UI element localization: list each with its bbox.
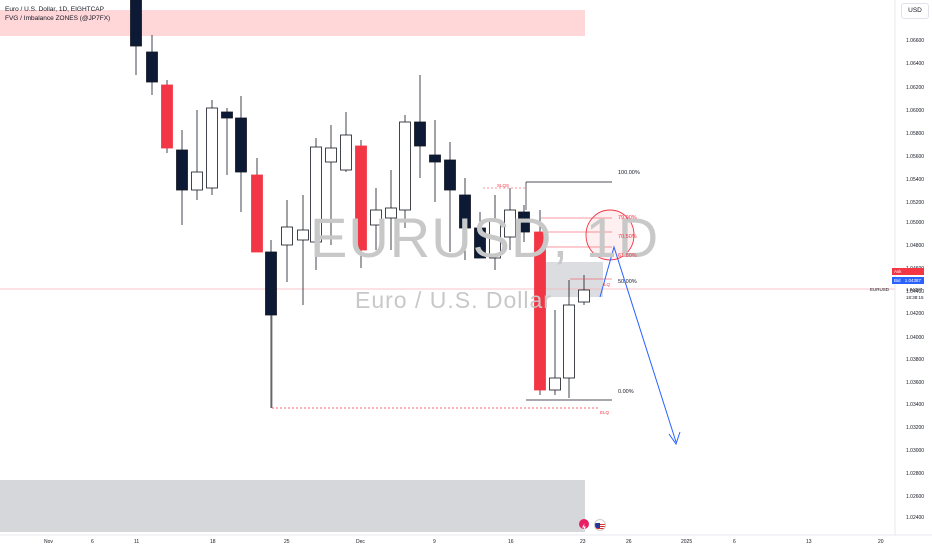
- fvg-zone-mid: [541, 262, 603, 297]
- time-tick-label: 20: [878, 539, 884, 545]
- time-tick-label: 2025: [681, 539, 693, 545]
- price-tick-label: 1.02400: [906, 515, 925, 521]
- candle-bearish[interactable]: [176, 149, 188, 191]
- price-tick-label: 1.06000: [906, 108, 925, 114]
- fvg-zone-top: [0, 10, 585, 36]
- fvg-zone-bottom: [0, 480, 585, 532]
- candle-bearish[interactable]: [161, 84, 173, 149]
- candle-bullish[interactable]: [549, 377, 561, 391]
- price-tick-label: 1.04400: [906, 289, 925, 295]
- candle-bearish[interactable]: [146, 51, 158, 83]
- price-tick-label: 1.05400: [906, 177, 925, 183]
- currency-button[interactable]: USD: [901, 3, 929, 19]
- projection-path[interactable]: [599, 245, 677, 443]
- candles-group: [130, 0, 590, 408]
- marker-sl: SLQS: [497, 183, 510, 188]
- bid-value: 1.04387: [904, 278, 922, 283]
- price-tick-label: 1.03800: [906, 357, 925, 363]
- candle-bearish[interactable]: [429, 154, 441, 163]
- candle-bearish[interactable]: [235, 117, 247, 173]
- price-tick-label: 1.03400: [906, 402, 925, 408]
- time-tick-label: Dec: [356, 539, 365, 545]
- candle-bullish[interactable]: [310, 146, 322, 243]
- current-price: 1.04387: [906, 287, 923, 292]
- candle-bullish[interactable]: [578, 289, 590, 303]
- countdown: 18:38:15: [906, 295, 924, 300]
- fib-label-0: 0.00%: [618, 389, 634, 395]
- price-tick-label: 1.06400: [906, 61, 925, 67]
- us-flag-icon[interactable]: [594, 519, 606, 531]
- candle-bearish[interactable]: [518, 211, 530, 233]
- candle-bullish[interactable]: [370, 209, 382, 226]
- lightning-icon[interactable]: [579, 519, 589, 531]
- candle-bearish[interactable]: [474, 227, 486, 259]
- ask-label: Ask: [894, 269, 902, 274]
- candle-bullish[interactable]: [297, 229, 309, 241]
- ask-tag: Ask 1.04398: [892, 268, 924, 281]
- price-tick-label: 1.04200: [906, 311, 925, 317]
- candle-bearish[interactable]: [265, 251, 277, 316]
- candle-bearish[interactable]: [444, 159, 456, 191]
- legend-symbol[interactable]: Euro / U.S. Dollar, 1D, EIGHTCAP: [5, 6, 104, 13]
- candle-bullish[interactable]: [281, 226, 293, 246]
- time-tick-label: 13: [806, 539, 812, 545]
- bid-tag: Bid 1.04387: [892, 277, 924, 284]
- time-tick-label: 9: [433, 539, 436, 545]
- chart-legend: Euro / U.S. Dollar, 1D, EIGHTCAP FVG / I…: [5, 5, 110, 23]
- time-tick-label: 18: [210, 539, 216, 545]
- time-tick-label: 25: [284, 539, 290, 545]
- time-tick-label: 6: [733, 539, 736, 545]
- price-tick-label: 1.03200: [906, 425, 925, 431]
- candle-bullish[interactable]: [563, 304, 575, 379]
- candle-bullish[interactable]: [399, 121, 411, 211]
- candle-bearish[interactable]: [459, 194, 471, 229]
- fib-label-79: 79.00%: [618, 215, 637, 221]
- candle-bearish[interactable]: [251, 174, 263, 253]
- marker-elq: ELQ: [600, 410, 610, 415]
- time-tick-label: 26: [626, 539, 632, 545]
- fib-label-50: 50.00%: [618, 279, 637, 285]
- time-tick-label: 11: [134, 539, 140, 545]
- candle-bearish[interactable]: [355, 145, 367, 251]
- candle-bullish[interactable]: [504, 209, 516, 238]
- watermark-symbol: EURUSD, 1D: [310, 206, 660, 269]
- fib-label-100: 100.00%: [618, 170, 640, 176]
- price-tick-label: 1.05800: [906, 131, 925, 137]
- marker-lq: LQ: [604, 282, 611, 287]
- price-tick-label: 1.02600: [906, 494, 925, 500]
- candle-bullish[interactable]: [325, 147, 337, 163]
- candle-bearish[interactable]: [534, 231, 546, 391]
- fib-label-705: 70.50%: [618, 234, 637, 240]
- candle-bullish[interactable]: [489, 219, 501, 259]
- candle-bearish[interactable]: [221, 111, 233, 119]
- time-tick-label: 6: [91, 539, 94, 545]
- price-tick-label: 1.05600: [906, 154, 925, 160]
- price-tick-label: 1.02800: [906, 471, 925, 477]
- candle-bullish[interactable]: [191, 171, 203, 191]
- legend-indicator[interactable]: FVG / Imbalance ZONES (@JP7FX): [5, 15, 111, 22]
- current-symbol: EURUSD: [870, 287, 890, 292]
- candle-bullish[interactable]: [340, 134, 352, 171]
- bid-label: Bid: [894, 278, 901, 283]
- fib-label-618: 61.80%: [618, 253, 637, 259]
- candle-bearish[interactable]: [414, 121, 426, 147]
- price-tick-label: 1.03600: [906, 380, 925, 386]
- candle-bullish[interactable]: [385, 207, 397, 219]
- watermark-name: Euro / U.S. Dollar: [355, 287, 552, 313]
- price-tick-label: 1.05200: [906, 200, 925, 206]
- time-tick-label: 16: [508, 539, 514, 545]
- price-tick-label: 1.03000: [906, 448, 925, 454]
- price-tick-label: 1.04000: [906, 335, 925, 341]
- price-tick-label: 1.06600: [906, 38, 925, 44]
- price-tick-label: 1.04800: [906, 243, 925, 249]
- price-tick-label: 1.06200: [906, 85, 925, 91]
- price-tick-label: 1.05000: [906, 220, 925, 226]
- time-tick-label: Nov: [44, 539, 53, 545]
- candle-bearish[interactable]: [130, 0, 142, 47]
- time-tick-label: 23: [580, 539, 586, 545]
- candle-bullish[interactable]: [206, 107, 218, 189]
- projection-arrowhead: [668, 431, 681, 446]
